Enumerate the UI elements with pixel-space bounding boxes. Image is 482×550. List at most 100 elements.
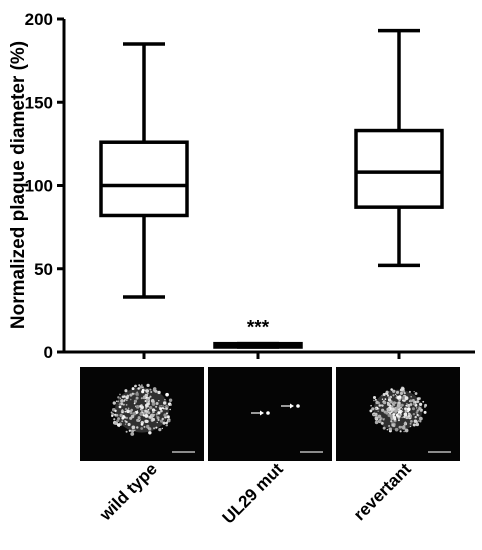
plaque-speck — [164, 405, 167, 408]
plaque-speck — [413, 390, 415, 393]
plaque-speck — [415, 411, 419, 414]
plaque-speck — [130, 408, 133, 412]
plaque-speck — [414, 415, 417, 419]
plaque-speck — [116, 423, 121, 427]
plaque-speck — [162, 421, 166, 425]
plaque-speck — [380, 417, 383, 420]
plaque-speck — [381, 398, 384, 401]
plaque-speck — [377, 414, 382, 419]
plaque-speck — [150, 413, 155, 418]
plaque-speck — [119, 397, 121, 399]
plaque-speck — [159, 419, 164, 423]
plaque-speck — [144, 389, 146, 391]
box-ul29-mut — [213, 341, 303, 349]
plaque-speck — [116, 419, 120, 423]
plaque-speck — [143, 425, 146, 428]
plaque-speck — [140, 397, 143, 400]
y-tick-label-150: 150 — [25, 93, 53, 112]
plaque-speck — [394, 427, 399, 432]
plaque-speck — [394, 393, 397, 396]
plaque-speck — [418, 420, 420, 422]
plaque-speck — [388, 396, 391, 399]
plaque-speck — [113, 418, 116, 421]
annotations: *** — [247, 318, 270, 339]
plaque-speck — [133, 393, 135, 395]
plaque-speck — [139, 419, 142, 421]
plaque-speck — [398, 413, 401, 416]
plaque-speck — [146, 383, 150, 388]
plaque-speck — [132, 412, 137, 416]
y-tick-label-200: 200 — [25, 10, 53, 29]
plaque-speck — [155, 409, 157, 412]
plaque-speck — [392, 389, 396, 393]
plaque-speck — [169, 408, 171, 411]
plaque-speck — [396, 403, 401, 408]
plaque-speck — [123, 395, 126, 398]
micrograph-ul29-mut — [208, 367, 332, 461]
plaque-speck — [125, 399, 128, 402]
plaque-speck — [390, 420, 393, 423]
plaque-speck — [147, 392, 149, 395]
plaque-speck — [117, 396, 120, 399]
plaque-speck — [408, 413, 411, 416]
plaque-speck — [162, 401, 167, 405]
plaque-speck — [399, 388, 403, 392]
plaque-speck — [141, 388, 145, 392]
plaque-speck — [138, 384, 141, 386]
plaque-speck — [422, 400, 425, 403]
plaque-speck — [416, 397, 420, 401]
plaque-speck — [136, 426, 139, 429]
plaque-speck — [381, 408, 385, 412]
plaque-speck — [416, 407, 418, 409]
plaque-speck — [130, 432, 135, 436]
plaque-speck — [151, 408, 156, 412]
plaque-speck — [165, 412, 169, 415]
plaque-speck — [404, 428, 409, 433]
plaque-speck — [134, 385, 136, 388]
plaque-speck — [374, 420, 379, 425]
plaque-speck — [131, 429, 135, 433]
plaque-speck — [385, 392, 389, 396]
plaque-speck — [390, 409, 394, 413]
plaque-speck — [123, 400, 126, 402]
plaque-speck — [150, 399, 155, 403]
plaque-speck — [394, 406, 397, 410]
plaque-speck — [134, 429, 136, 431]
plaque-speck — [114, 413, 116, 416]
plaque-speck — [120, 402, 124, 406]
plaque-speck — [144, 400, 147, 402]
plaque-speck — [140, 404, 143, 407]
plaque-speck — [394, 412, 397, 415]
plaque-speck — [158, 406, 161, 409]
plaque-speck — [416, 422, 419, 425]
significance-annotation: *** — [247, 318, 270, 339]
plaque-speck — [155, 405, 158, 408]
plaque-speck — [401, 408, 404, 410]
plaque-speck — [144, 419, 149, 423]
plaque-speck — [115, 414, 119, 417]
plaque-speck — [155, 402, 159, 406]
plaque-speck — [163, 408, 165, 410]
plaque-speck — [410, 396, 412, 398]
infected-cell — [266, 411, 270, 415]
plaque-speck — [382, 401, 387, 405]
plaque-speck — [158, 427, 162, 432]
plaque-speck — [407, 403, 410, 406]
axes: 0 50 100 150 200 — [25, 10, 475, 362]
plaque-speck — [423, 405, 427, 408]
plaque-speck — [381, 395, 383, 397]
plaque-speck — [419, 402, 423, 406]
plaque-speck — [410, 419, 413, 423]
plaque-speck — [151, 417, 156, 422]
plaque-speck — [386, 394, 390, 397]
plaque-speck — [131, 425, 136, 430]
plaque-speck — [150, 390, 153, 393]
plaque-speck — [167, 416, 170, 419]
x-tick-label-revertant: revertant — [350, 459, 415, 524]
plaque-speck — [145, 389, 150, 393]
plaque-speck — [129, 398, 132, 401]
plaque-speck — [136, 411, 139, 414]
plaque-speck — [403, 422, 407, 425]
plaque-speck — [409, 399, 413, 403]
plaque-speck — [418, 406, 420, 408]
